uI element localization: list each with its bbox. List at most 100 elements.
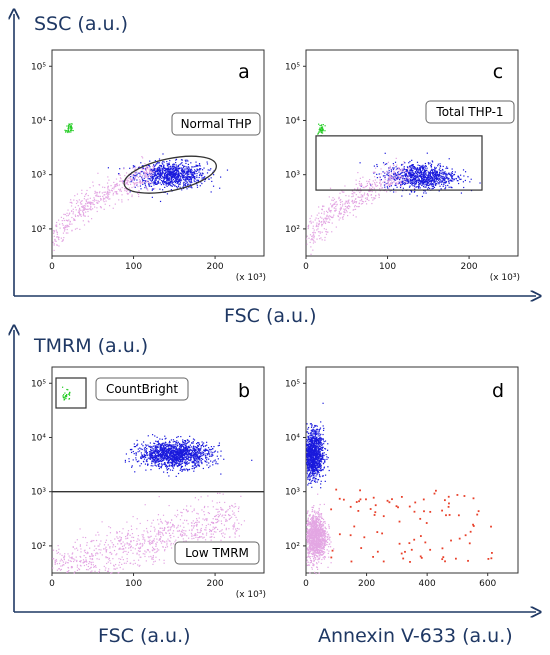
x-tick-label: 100 [379, 262, 396, 272]
data-point [112, 194, 114, 196]
data-point [118, 188, 120, 191]
data-point [119, 168, 121, 170]
data-point [194, 458, 196, 460]
data-point [53, 244, 55, 246]
data-point [348, 207, 350, 210]
data-point [447, 167, 449, 169]
data-point [108, 557, 111, 559]
data-point [369, 183, 372, 185]
data-point [197, 442, 199, 444]
data-point [193, 180, 195, 182]
data-point [168, 444, 170, 446]
data-point [92, 561, 94, 563]
data-point [177, 454, 179, 456]
data-point [86, 551, 88, 553]
data-point [182, 172, 185, 174]
data-point [99, 191, 101, 193]
data-point [235, 530, 237, 532]
data-point [337, 215, 339, 217]
data-point [328, 196, 330, 198]
data-point [86, 205, 88, 207]
data-point [418, 167, 421, 169]
data-point [446, 176, 448, 178]
data-point [79, 214, 81, 216]
data-point [154, 164, 157, 166]
data-point [211, 455, 213, 457]
data-point [393, 178, 395, 181]
data-point [348, 202, 350, 204]
data-point [180, 163, 182, 165]
data-point [218, 442, 221, 444]
data-point [135, 457, 137, 459]
data-point [390, 185, 392, 187]
data-point [433, 176, 435, 178]
data-point [151, 452, 153, 454]
data-point [119, 561, 121, 564]
data-point [169, 522, 172, 524]
data-point [386, 163, 388, 165]
data-point [415, 181, 418, 183]
data-point [159, 466, 161, 468]
data-point [444, 177, 446, 180]
data-point [196, 447, 199, 449]
data-point [169, 540, 171, 542]
data-point [206, 518, 208, 520]
data-point [166, 182, 168, 184]
data-point [413, 185, 416, 187]
data-point [120, 548, 122, 550]
data-point [423, 165, 425, 168]
data-point [384, 177, 386, 179]
data-point [181, 531, 183, 533]
data-point [409, 178, 411, 180]
data-point [402, 180, 404, 183]
data-point [171, 454, 174, 456]
data-point [164, 452, 166, 454]
data-point [198, 462, 200, 464]
x-tick-label: 0 [49, 262, 55, 272]
data-point [196, 519, 198, 522]
data-point [81, 206, 83, 208]
data-point [169, 448, 171, 450]
data-point [76, 227, 78, 230]
data-point [340, 206, 342, 208]
data-point [450, 186, 453, 189]
data-point [414, 184, 416, 186]
data-point [71, 566, 73, 568]
data-point [418, 185, 420, 187]
data-point [372, 186, 374, 188]
data-point [177, 448, 179, 450]
data-point [168, 167, 170, 169]
data-point [166, 540, 168, 542]
data-point [400, 172, 402, 175]
data-point [154, 165, 156, 167]
data-point [419, 168, 421, 170]
data-point [137, 461, 139, 463]
data-point [198, 442, 200, 444]
data-point [87, 569, 89, 571]
data-point [106, 182, 109, 184]
data-point [146, 448, 148, 450]
data-point [113, 568, 115, 570]
data-point [193, 439, 196, 441]
data-point [136, 552, 138, 554]
data-point [80, 213, 82, 216]
data-point [412, 173, 414, 175]
data-point [190, 454, 192, 456]
data-point [128, 177, 130, 179]
data-point [453, 179, 455, 181]
data-point [432, 183, 434, 185]
data-point [182, 452, 184, 454]
data-point [156, 176, 159, 179]
data-point [164, 448, 166, 451]
data-point [198, 451, 200, 453]
data-point [202, 537, 204, 539]
data-point [234, 522, 236, 524]
data-point [412, 175, 414, 177]
data-point [183, 461, 185, 463]
data-point [151, 461, 153, 463]
data-point [176, 454, 178, 456]
data-point [351, 192, 353, 195]
data-point [427, 162, 429, 164]
data-point [448, 181, 450, 183]
data-point [152, 558, 154, 560]
